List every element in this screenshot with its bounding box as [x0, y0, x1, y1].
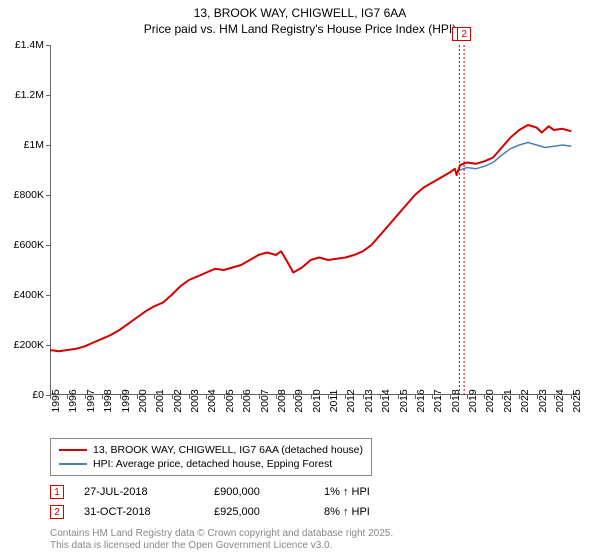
- sale-date: 31-OCT-2018: [84, 506, 214, 518]
- x-axis-label: 2011: [328, 390, 340, 413]
- x-axis-label: 1999: [120, 389, 132, 412]
- x-axis-label: 1996: [67, 389, 79, 412]
- chart-title: 13, BROOK WAY, CHIGWELL, IG7 6AA Price p…: [0, 0, 600, 37]
- legend-item: HPI: Average price, detached house, Eppi…: [59, 457, 363, 471]
- sale-date: 27-JUL-2018: [84, 486, 214, 498]
- marker-box-2: 2: [457, 27, 471, 41]
- plot-area: £0£200K£400K£600K£800K£1M£1.2M£1.4M19951…: [50, 45, 580, 395]
- x-axis-label: 2024: [554, 389, 566, 412]
- title-line-1: 13, BROOK WAY, CHIGWELL, IG7 6AA: [0, 6, 600, 22]
- title-line-2: Price paid vs. HM Land Registry's House …: [0, 22, 600, 38]
- series-red: [50, 125, 571, 351]
- sale-marker: 1: [50, 485, 64, 499]
- legend-item: 13, BROOK WAY, CHIGWELL, IG7 6AA (detach…: [59, 443, 363, 457]
- x-axis-label: 1998: [102, 389, 114, 412]
- legend-swatch: [59, 449, 87, 452]
- x-axis-label: 2015: [398, 389, 410, 412]
- y-axis-label: £200K: [14, 339, 44, 351]
- x-axis-label: 2008: [276, 389, 288, 412]
- legend: 13, BROOK WAY, CHIGWELL, IG7 6AA (detach…: [50, 438, 372, 476]
- x-axis-label: 2003: [189, 389, 201, 412]
- y-axis-label: £600K: [14, 239, 44, 251]
- x-axis-label: 2025: [571, 389, 583, 412]
- series-blue: [459, 143, 571, 171]
- x-axis-label: 2020: [484, 389, 496, 412]
- x-axis-label: 2002: [172, 389, 184, 412]
- y-axis-label: £1.2M: [15, 89, 44, 101]
- sale-diff: 8% ↑ HPI: [324, 506, 414, 518]
- x-axis-label: 2018: [450, 389, 462, 412]
- chart-container: 13, BROOK WAY, CHIGWELL, IG7 6AA Price p…: [0, 0, 600, 560]
- attribution-line-1: Contains HM Land Registry data © Crown c…: [50, 528, 393, 540]
- legend-swatch: [59, 463, 87, 465]
- x-axis-label: 2001: [154, 389, 166, 412]
- x-axis-label: 2006: [241, 389, 253, 412]
- x-axis-label: 2004: [206, 389, 218, 412]
- y-axis-label: £0: [32, 389, 44, 401]
- x-axis-label: 2013: [363, 389, 375, 412]
- x-axis-label: 2021: [502, 389, 514, 412]
- sale-diff: 1% ↑ HPI: [324, 486, 414, 498]
- sale-marker: 2: [50, 505, 64, 519]
- x-axis-label: 2022: [519, 389, 531, 412]
- sale-price: £925,000: [214, 506, 324, 518]
- x-axis-label: 2007: [259, 389, 271, 412]
- y-axis-label: £800K: [14, 189, 44, 201]
- attribution-line-2: This data is licensed under the Open Gov…: [50, 540, 393, 552]
- sale-row: 2 31-OCT-2018£925,0008% ↑ HPI: [50, 502, 414, 522]
- x-axis-label: 2000: [137, 389, 149, 412]
- sales-table: 1 27-JUL-2018£900,0001% ↑ HPI 2 31-OCT-2018…: [50, 482, 414, 522]
- x-axis-label: 2016: [415, 389, 427, 412]
- x-axis-label: 2019: [467, 389, 479, 412]
- x-axis-label: 1995: [50, 389, 62, 412]
- y-axis-label: £400K: [14, 289, 44, 301]
- legend-label: 13, BROOK WAY, CHIGWELL, IG7 6AA (detach…: [93, 444, 363, 456]
- legend-label: HPI: Average price, detached house, Eppi…: [93, 458, 332, 470]
- sale-row: 1 27-JUL-2018£900,0001% ↑ HPI: [50, 482, 414, 502]
- x-axis-label: 1997: [85, 389, 97, 412]
- attribution: Contains HM Land Registry data © Crown c…: [50, 528, 393, 552]
- x-axis-label: 2014: [380, 389, 392, 412]
- x-axis-label: 2012: [345, 389, 357, 412]
- x-axis-label: 2023: [537, 389, 549, 412]
- y-axis-label: £1M: [24, 139, 44, 151]
- x-axis-label: 2009: [293, 389, 305, 412]
- x-axis-label: 2005: [224, 389, 236, 412]
- x-axis-label: 2017: [432, 389, 444, 412]
- sale-price: £900,000: [214, 486, 324, 498]
- x-axis-label: 2010: [311, 389, 323, 412]
- line-svg: [50, 45, 580, 395]
- y-axis-label: £1.4M: [15, 39, 44, 51]
